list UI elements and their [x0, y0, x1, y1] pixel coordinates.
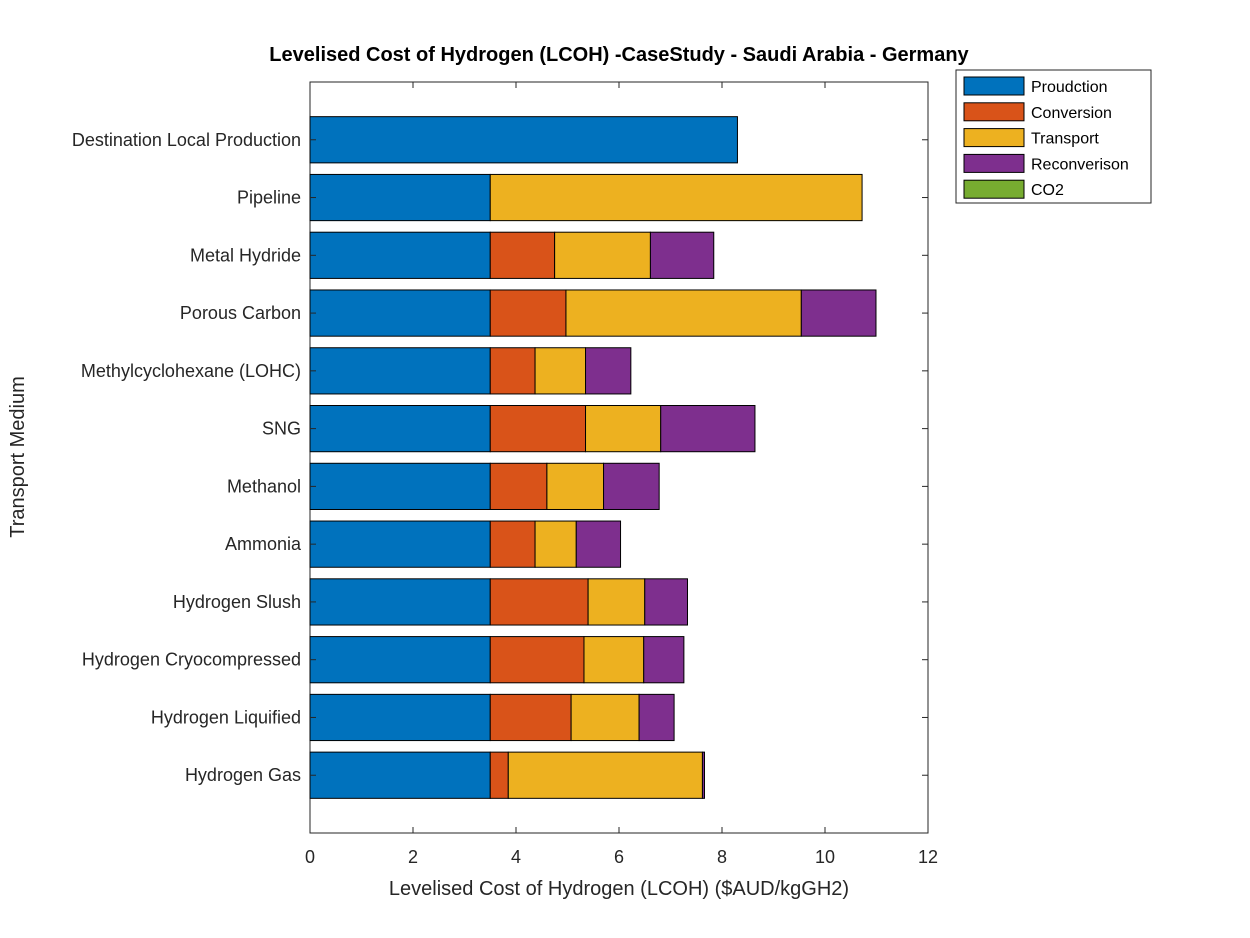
bar-segment-conversion-6	[489, 462, 548, 510]
bar-segment-reconverison-2	[649, 231, 715, 279]
bar-segment-conversion-8	[489, 578, 589, 626]
bar-segment-proudction-6	[309, 462, 491, 510]
bar-segment-proudction-0	[309, 116, 738, 164]
legend: Proudction Conversion Transport Reconveriso…	[955, 69, 1152, 204]
bar-segment-transport-7	[534, 520, 577, 568]
bar-segment-reconverison-5	[660, 405, 756, 453]
x-tick-label: 0	[305, 847, 315, 867]
bar-segment-proudction-2	[309, 231, 491, 279]
bar-segment-conversion-4	[489, 347, 536, 395]
y-tick-label: SNG	[262, 419, 301, 439]
bar-segment-reconverison-8	[644, 578, 688, 626]
x-tick-label: 8	[717, 847, 727, 867]
x-axis-ticks: 0 2 4 6 8 10 12	[305, 82, 938, 867]
y-tick-label: Methylcyclohexane (LOHC)	[81, 361, 301, 381]
x-tick-label: 4	[511, 847, 521, 867]
bar-segment-transport-3	[565, 289, 802, 337]
bar-segment-proudction-3	[309, 289, 491, 337]
bar-segment-transport-6	[546, 462, 605, 510]
x-tick-label: 10	[815, 847, 835, 867]
x-tick-label: 12	[918, 847, 938, 867]
bar-segment-conversion-5	[489, 405, 587, 453]
bar-segment-transport-9	[583, 636, 645, 684]
x-axis-label: Levelised Cost of Hydrogen (LCOH) ($AUD/…	[389, 878, 849, 900]
bar-segment-reconverison-11	[701, 751, 705, 799]
bar-segment-conversion-11	[489, 751, 509, 799]
bar-segment-transport-5	[585, 405, 662, 453]
y-tick-label: Hydrogen Slush	[173, 592, 301, 612]
legend-swatch-proudction	[963, 76, 1025, 96]
bar-segment-transport-8	[587, 578, 646, 626]
legend-label-reconverison: Reconverison	[1031, 156, 1129, 173]
bar-segment-proudction-11	[309, 751, 491, 799]
bar-segment-reconverison-10	[638, 693, 675, 742]
y-tick-label: Hydrogen Liquified	[151, 707, 301, 727]
bar-segment-proudction-7	[309, 520, 491, 568]
y-tick-label: Ammonia	[225, 534, 302, 554]
bar-segment-proudction-4	[309, 347, 491, 395]
legend-swatch-transport	[963, 128, 1025, 148]
x-tick-label: 6	[614, 847, 624, 867]
legend-label-conversion: Conversion	[1031, 105, 1112, 122]
bar-segment-conversion-3	[489, 289, 567, 337]
bar-segment-proudction-5	[309, 405, 491, 453]
chart-title: Levelised Cost of Hydrogen (LCOH) -CaseS…	[269, 44, 969, 66]
bar-segment-transport-4	[534, 347, 587, 395]
bar-segment-reconverison-3	[800, 289, 877, 337]
y-tick-label: Destination Local Production	[72, 130, 301, 150]
bar-segment-conversion-2	[489, 231, 556, 279]
bar-segment-reconverison-7	[575, 520, 622, 568]
bar-segment-transport-1	[489, 173, 863, 222]
bar-segment-transport-10	[570, 693, 640, 742]
y-tick-label: Pipeline	[237, 188, 301, 208]
bar-segment-proudction-1	[309, 173, 491, 222]
bars-group	[309, 116, 877, 799]
bar-segment-proudction-8	[309, 578, 491, 626]
y-axis-ticks: Destination Local Production Pipeline Meta…	[72, 130, 928, 785]
bar-segment-transport-2	[554, 231, 651, 279]
bar-segment-transport-11	[507, 751, 703, 799]
x-tick-label: 2	[408, 847, 418, 867]
legend-label-proudction: Proudction	[1031, 79, 1108, 96]
y-tick-label: Hydrogen Gas	[185, 765, 301, 785]
bar-segment-proudction-10	[309, 693, 491, 742]
y-tick-label: Methanol	[227, 476, 301, 496]
y-tick-label: Porous Carbon	[180, 303, 301, 323]
y-tick-label: Hydrogen Cryocompressed	[82, 650, 301, 670]
bar-segment-reconverison-9	[643, 636, 685, 684]
legend-swatch-conversion	[963, 102, 1025, 122]
bar-segment-conversion-10	[489, 693, 572, 742]
legend-label-transport: Transport	[1031, 131, 1099, 148]
y-tick-label: Metal Hydride	[190, 245, 301, 265]
y-axis-label: Transport Medium	[7, 376, 29, 538]
legend-swatch-reconverison	[963, 153, 1025, 173]
bar-segment-conversion-7	[489, 520, 536, 568]
legend-label-co2: CO2	[1031, 182, 1064, 199]
bar-segment-reconverison-6	[603, 462, 660, 510]
bar-segment-reconverison-4	[585, 347, 632, 395]
bar-segment-proudction-9	[309, 636, 491, 684]
legend-swatch-co2	[963, 179, 1025, 199]
bar-segment-conversion-9	[489, 636, 585, 684]
